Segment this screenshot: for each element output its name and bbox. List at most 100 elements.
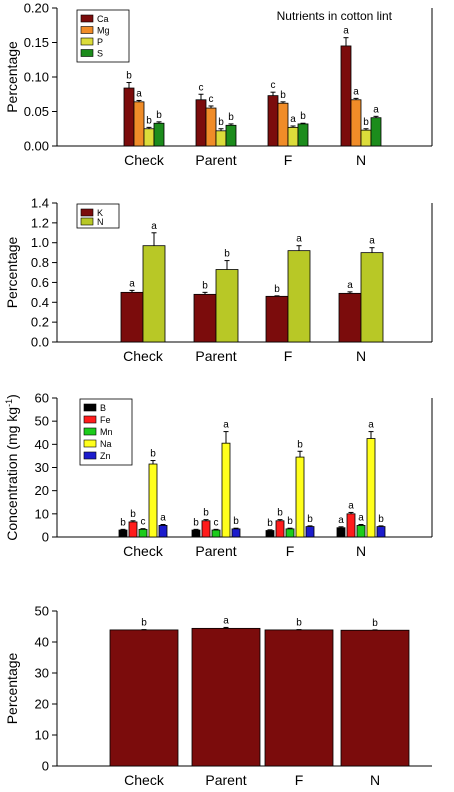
legend: B Fe Mn Na Zn	[79, 398, 133, 466]
significance-label: a	[290, 114, 296, 125]
y-tick-label: 10	[35, 728, 49, 743]
bar	[138, 528, 148, 538]
significance-label: a	[369, 236, 375, 247]
significance-label: b	[203, 508, 209, 519]
significance-label: b	[193, 517, 199, 528]
bar	[123, 87, 135, 147]
x-category-label: F	[286, 543, 295, 559]
bar	[120, 291, 144, 343]
significance-label: b	[224, 249, 230, 260]
y-tick-label: 50	[35, 604, 49, 619]
bar	[356, 525, 366, 538]
bar	[118, 529, 128, 538]
legend-swatch	[80, 49, 94, 57]
y-tick-label: 0.05	[24, 104, 49, 119]
y-tick-label: 0.4	[31, 295, 49, 310]
significance-label: a	[358, 512, 364, 523]
significance-label: b	[297, 439, 303, 450]
significance-label: c	[209, 94, 214, 105]
significance-label: a	[348, 500, 354, 511]
x-category-label: N	[356, 152, 366, 168]
significance-label: b	[156, 110, 162, 121]
bar	[360, 129, 372, 147]
y-tick-label: 20	[35, 697, 49, 712]
bar	[376, 526, 386, 538]
legend-swatch	[83, 403, 97, 412]
significance-label: c	[271, 80, 276, 91]
chart-panel-2: 0.0 0.2 0.4 0.6 0.8 1.0 1.2 1.4 Percentage Check P…	[4, 196, 433, 364]
significance-label: b	[202, 280, 208, 291]
bar	[275, 520, 285, 538]
significance-label: b	[218, 117, 224, 128]
legend-label: N	[97, 217, 104, 227]
y-tick-label: 1.2	[31, 215, 49, 230]
y-tick-label: 20	[35, 483, 49, 498]
legend-label: Mg	[97, 26, 110, 36]
y-axis-label: Percentage	[4, 41, 20, 113]
bar	[285, 528, 295, 538]
y-tick-label: 1.4	[31, 196, 49, 211]
y-tick-label: 0.6	[31, 275, 49, 290]
significance-label: b	[287, 516, 293, 527]
y-tick-label: 1.0	[31, 235, 49, 250]
legend-swatch	[83, 451, 97, 460]
x-category-label: Parent	[205, 772, 246, 788]
significance-label: b	[372, 618, 378, 629]
legend-swatch	[80, 208, 94, 217]
significance-label: a	[296, 234, 302, 245]
y-tick-label: 0.15	[24, 35, 49, 50]
x-category-label: Check	[123, 543, 164, 559]
bar	[211, 529, 221, 538]
bar	[153, 122, 165, 147]
bar	[143, 128, 155, 147]
significance-label: b	[300, 111, 306, 122]
bar	[225, 124, 237, 147]
significance-label: a	[151, 221, 157, 232]
y-tick-label: 0.8	[31, 255, 49, 270]
bar	[370, 117, 382, 147]
bar	[215, 130, 227, 147]
significance-label: b	[378, 514, 384, 525]
significance-label: a	[373, 104, 379, 115]
bar	[215, 269, 239, 343]
significance-label: b	[280, 90, 286, 101]
bar	[267, 95, 279, 147]
y-tick-label: 0	[42, 759, 49, 774]
bar	[287, 250, 311, 343]
bar	[340, 45, 352, 147]
legend-label: Ca	[97, 14, 109, 24]
significance-label: b	[150, 449, 156, 460]
bar	[265, 295, 289, 343]
bar	[142, 245, 166, 343]
bar	[231, 528, 241, 538]
significance-label: c	[199, 82, 204, 93]
y-axis-label-superscript: -1	[4, 399, 14, 407]
legend-label: Zn	[100, 451, 111, 461]
significance-label: b	[146, 115, 152, 126]
x-category-label: F	[284, 152, 293, 168]
bar	[346, 513, 356, 538]
significance-label: b	[274, 284, 280, 295]
significance-label: b	[126, 71, 132, 82]
significance-label: a	[353, 86, 359, 97]
y-tick-label: 10	[35, 506, 49, 521]
x-category-label: F	[295, 772, 304, 788]
y-tick-label: 0.10	[24, 70, 49, 85]
y-tick-label: 50	[35, 414, 49, 429]
y-tick-label: 40	[35, 635, 49, 650]
significance-label: b	[120, 517, 126, 528]
x-category-label: Check	[123, 348, 164, 364]
legend-label: Fe	[100, 415, 111, 425]
legend-swatch	[83, 427, 97, 436]
bar	[366, 438, 376, 538]
x-category-label: N	[356, 348, 366, 364]
legend-swatch	[83, 415, 97, 424]
chart-panel-3: 0 10 20 30 40 50 60 Concentration (mg kg-1) Chec…	[4, 391, 433, 559]
significance-label: b	[363, 117, 369, 128]
legend-swatch	[80, 14, 94, 23]
y-tick-label: 40	[35, 437, 49, 452]
y-tick-label: 0.2	[31, 315, 49, 330]
x-category-label: N	[370, 772, 380, 788]
